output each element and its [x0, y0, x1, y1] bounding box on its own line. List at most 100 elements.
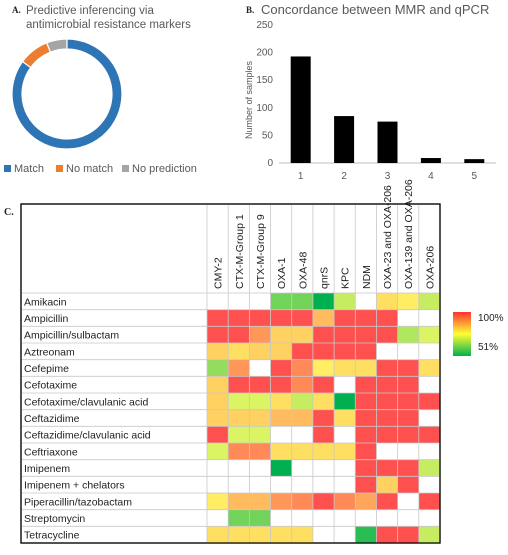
- bar-ytick-label: 200: [256, 48, 273, 59]
- heatmap-cell: [334, 493, 356, 510]
- heatmap-cell: [270, 393, 292, 410]
- heatmap-cell: [228, 426, 250, 443]
- heatmap-cell: [418, 426, 440, 443]
- heatmap-cell: [291, 343, 313, 360]
- heatmap-cell: [376, 526, 398, 543]
- heatmap-cell: [418, 493, 440, 510]
- heatmap-row-label: Imipenem: [24, 463, 70, 475]
- panel-c: C. CMY-2 CTX-M-Group 1 CTX-M-Group 9 OXA-1 O…: [4, 179, 504, 544]
- heatmap-cell: [376, 393, 398, 410]
- heatmap-cell: [397, 293, 419, 310]
- heatmap-cell: [207, 359, 229, 377]
- heatmap-cell: [270, 343, 292, 360]
- heatmap-cell: [228, 359, 250, 377]
- donut-slice-match: [11, 38, 123, 150]
- heatmap-cell: [397, 476, 419, 493]
- bar-3: [377, 121, 398, 163]
- heatmap-cell: [207, 526, 229, 543]
- heatmap-cell: [312, 343, 335, 360]
- heatmap-cell: [312, 293, 335, 310]
- heatmap-row-label: Ceftriaxone: [24, 446, 78, 458]
- heatmap-cell: [270, 309, 292, 327]
- legend-swatch-match: [4, 165, 11, 172]
- heatmap-cell: [418, 326, 440, 343]
- heatmap-cell: [249, 343, 271, 360]
- heatmap-row-label: Ceftazidime: [24, 413, 80, 425]
- heatmap-cell: [355, 376, 377, 393]
- heatmap-cell: [270, 443, 292, 460]
- heatmap-row-label: Cefotaxime/clavulanic acid: [24, 396, 148, 408]
- heatmap-cell: [312, 326, 335, 343]
- heatmap-cell: [355, 526, 377, 543]
- heatmap-cell: [291, 359, 313, 377]
- heatmap-cell: [355, 409, 377, 427]
- heatmap-cell: [418, 359, 440, 377]
- heatmap-cell: [397, 526, 419, 543]
- heatmap-cell: [291, 409, 313, 427]
- heatmap-cell: [334, 393, 356, 410]
- heatmap-cell: [376, 409, 398, 427]
- heatmap-cell: [334, 359, 356, 377]
- heatmap-cell: [249, 526, 271, 543]
- heatmap-border: [20, 203, 441, 544]
- donut-slice-no-prediction: [45, 38, 68, 53]
- heatmap-cell: [355, 493, 377, 510]
- heatmap-cell: [334, 309, 356, 327]
- heatmap-cell: [207, 426, 229, 443]
- heatmap-row-label: Imipenem + chelators: [24, 480, 125, 492]
- legend-label-no-prediction: No prediction: [132, 163, 197, 175]
- heatmap-cell: [228, 326, 250, 343]
- heatmap-cell: [334, 326, 356, 343]
- heatmap-cell: [291, 309, 313, 327]
- heatmap-cell: [291, 293, 313, 310]
- legend-swatch-no-prediction: [122, 165, 129, 172]
- heatmap-column-label: OXA-23 and OXA-206: [382, 185, 394, 289]
- heatmap-cell: [291, 393, 313, 410]
- heatmap-cell: [397, 359, 419, 377]
- heatmap-cell: [270, 326, 292, 343]
- heatmap-cell: [376, 326, 398, 343]
- heatmap-cell: [397, 426, 419, 443]
- heatmap-cell: [397, 459, 419, 477]
- heatmap-cell: [355, 459, 377, 477]
- heatmap-column-label: OXA-139 and OXA-206: [403, 179, 415, 289]
- heatmap-cell: [376, 493, 398, 510]
- heatmap-cell: [355, 426, 377, 443]
- heatmap-cell: [228, 343, 250, 360]
- heatmap-cell: [249, 493, 271, 510]
- heatmap-cell: [418, 393, 440, 410]
- donut-legend: Match No match No prediction: [4, 163, 197, 175]
- heatmap-cell: [249, 326, 271, 343]
- heatmap-cell: [376, 359, 398, 377]
- heatmap-cell: [376, 476, 398, 493]
- heatmap-cell: [312, 443, 335, 460]
- heatmap-cell: [228, 526, 250, 543]
- heatmap-cell: [270, 459, 292, 477]
- bar-ytick-label: 250: [256, 20, 273, 31]
- panel-c-letter: C.: [4, 207, 14, 218]
- heatmap-cell: [270, 359, 292, 377]
- heatmap-cell: [270, 526, 292, 543]
- heatmap-row-label: Streptomycin: [24, 513, 85, 525]
- heatmap-cell: [207, 343, 229, 360]
- heatmap-cell: [270, 376, 292, 393]
- donut-title-line2: antimicrobial resistance markers: [26, 19, 191, 31]
- heatmap-row-label: Tetracycline: [24, 530, 80, 542]
- heatmap-cell: [397, 409, 419, 427]
- heatmap-cell: [355, 393, 377, 410]
- heatmap-cell: [228, 309, 250, 327]
- heatmap-cell: [355, 443, 377, 460]
- bar-ytick-label: 0: [267, 158, 273, 169]
- donut-title-line1: Predictive inferencing via: [26, 5, 154, 17]
- panel-b: B. Concordance between MMR and qPCR Numb…: [244, 2, 496, 182]
- heatmap-cell: [312, 376, 335, 393]
- bar-chart: 0 50 100 150 200 250 1 2 3 4 5: [256, 20, 496, 182]
- heatmap-cell: [355, 309, 377, 327]
- heatmap-cell: [334, 443, 356, 460]
- heatmap-cell: [397, 376, 419, 393]
- donut-chart: [11, 38, 123, 150]
- heatmap-cell: [355, 326, 377, 343]
- heatmap-column-label: CTX-M-Group 1: [234, 214, 246, 289]
- heatmap-column-label: OXA-1: [276, 257, 288, 289]
